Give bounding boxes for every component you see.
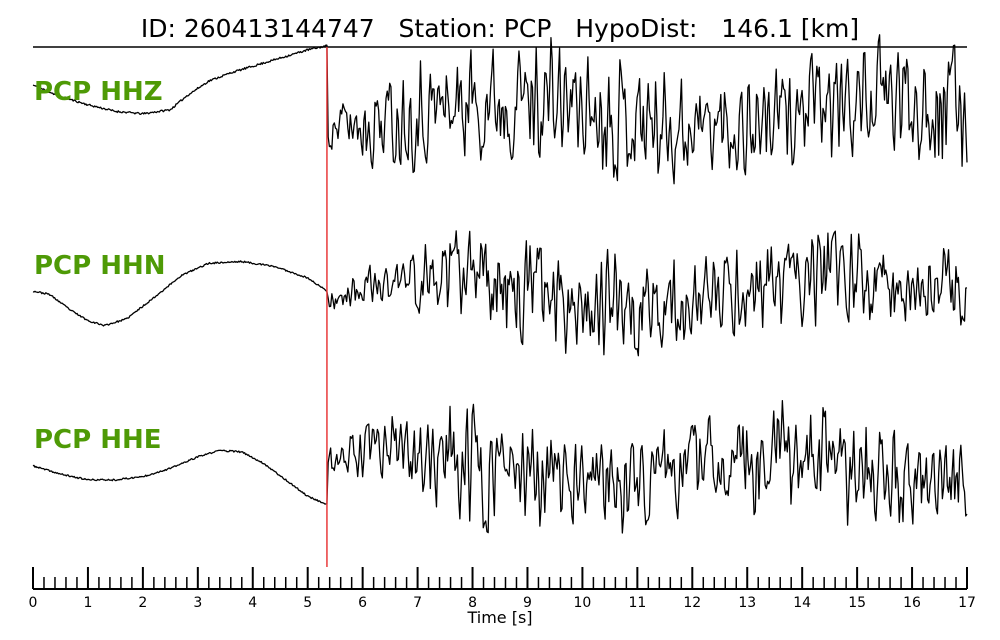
x-tick-label: 8: [468, 595, 477, 611]
channel-label-pcp-hhe: PCP HHE: [34, 425, 162, 455]
x-tick-label: 6: [358, 595, 367, 611]
x-tick-label: 15: [848, 595, 866, 611]
x-tick-label: 5: [303, 595, 312, 611]
x-tick-label: 10: [573, 595, 591, 611]
x-tick-label: 14: [793, 595, 811, 611]
x-tick-label: 9: [523, 595, 532, 611]
chart-title: ID: 260413144747 Station: PCP HypoDist: …: [141, 14, 859, 43]
x-tick-label: 7: [413, 595, 422, 611]
x-tick-label: 4: [248, 595, 257, 611]
trace-pcp-hhe: [32, 400, 968, 534]
x-tick-label: 12: [683, 595, 701, 611]
channel-label-pcp-hhz: PCP HHZ: [34, 77, 163, 107]
x-tick-label: 0: [29, 595, 38, 611]
traces-group: [32, 34, 968, 534]
x-tick-label: 17: [958, 595, 976, 611]
x-tick-label: 16: [903, 595, 921, 611]
channel-labels-group: PCP HHZ PCP HHN PCP HHE: [34, 77, 166, 455]
x-tick-label: 13: [738, 595, 756, 611]
trace-pcp-hhn: [32, 230, 968, 357]
time-axis: 0 1 2 3 4 5 6 7 8 9 10 11 12 13 14 15 16 17: [29, 567, 976, 611]
x-tick-label: 1: [83, 595, 92, 611]
x-tick-label: 3: [193, 595, 202, 611]
trace-pcp-hhz: [32, 34, 968, 185]
channel-label-pcp-hhn: PCP HHN: [34, 251, 166, 281]
x-axis-label: Time [s]: [466, 608, 532, 627]
x-tick-label: 11: [628, 595, 646, 611]
x-tick-label: 2: [138, 595, 147, 611]
